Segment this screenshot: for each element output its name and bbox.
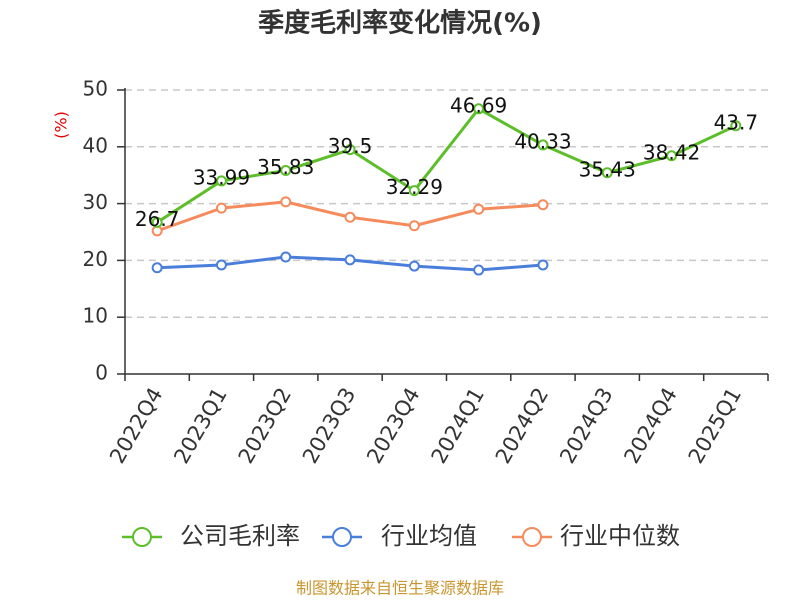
- series-1-point-2023q3: [344, 254, 356, 266]
- series-1-point-2022q4: [151, 262, 163, 274]
- series-0-point-2024q4: [666, 150, 678, 162]
- x-tick-label-2023q2: 2023Q2: [234, 384, 296, 468]
- series-1-point-2023q2: [280, 251, 292, 263]
- legend-circle-marker: [332, 527, 352, 547]
- data-label-2023q1: 33.99: [193, 165, 250, 189]
- x-tick-label-2024q4: 2024Q4: [619, 384, 681, 468]
- data-label-2024q1: 46.69: [450, 93, 507, 117]
- data-labels: 26.7 33.99 35.83 39.5 32.29 46.69 40.33 35.43 38…: [135, 93, 758, 231]
- series-2-point-2023q2: [280, 196, 292, 208]
- series-1-point-2023q1: [215, 259, 227, 271]
- y-tick-label-10: 10: [83, 304, 108, 328]
- data-label-2022q4: 26.7: [135, 207, 180, 231]
- series-2-point-2023q3: [344, 211, 356, 223]
- data-label-2023q3: 39.5: [328, 134, 373, 158]
- series-2: [151, 196, 549, 237]
- legend-item-industry-median[interactable]: 行业中位数: [512, 522, 680, 550]
- data-label-2024q3: 35.43: [579, 157, 636, 181]
- series-0-point-2022q4: [151, 216, 163, 228]
- x-tick-label-2023q1: 2023Q1: [169, 384, 231, 468]
- legend-label: 行业中位数: [560, 522, 680, 550]
- chart-title: 季度毛利率变化情况(%): [258, 8, 542, 39]
- x-tick-label-2023q3: 2023Q3: [298, 384, 360, 468]
- legend-label: 行业均值: [381, 522, 477, 550]
- legend-circle-marker: [522, 527, 542, 547]
- legend-item-company-gross-margin[interactable]: 公司毛利率: [122, 522, 300, 550]
- y-axis-label: (%): [52, 111, 71, 139]
- data-label-2025q1: 43.7: [714, 110, 759, 134]
- series-0-point-2023q4: [408, 185, 420, 197]
- data-label-2024q2: 40.33: [514, 129, 571, 153]
- series-2-point-2023q1: [215, 202, 227, 214]
- x-tick-label-2024q2: 2024Q2: [491, 384, 553, 468]
- series-0-point-2023q1: [215, 175, 227, 187]
- x-tick-label-2024q3: 2024Q3: [555, 384, 617, 468]
- x-tick-label-2023q4: 2023Q4: [362, 384, 424, 468]
- legend-label: 公司毛利率: [180, 522, 300, 550]
- legend-item-industry-average[interactable]: 行业均值: [322, 522, 477, 550]
- y-tick-label-50: 50: [83, 77, 108, 101]
- x-tick-label-2022q4: 2022Q4: [105, 384, 167, 468]
- legend-circle-marker: [132, 527, 152, 547]
- series-0-point-2025q1: [730, 120, 742, 132]
- plot-series: [151, 103, 742, 276]
- x-tick-label-2025q1: 2025Q1: [684, 384, 746, 468]
- series-0: [151, 103, 742, 228]
- x-axis: 2022Q4 2023Q1 2023Q2 2023Q3 2023Q4 2024Q1 2024…: [105, 373, 769, 468]
- y-tick-label-20: 20: [83, 247, 108, 271]
- series-1-point-2023q4: [408, 260, 420, 272]
- x-tick-label-2024q1: 2024Q1: [427, 384, 489, 468]
- series-0-point-2023q2: [280, 164, 292, 176]
- series-0-point-2024q3: [601, 167, 613, 179]
- series-0-line: [155, 107, 738, 224]
- series-0-point-2023q3: [344, 144, 356, 156]
- y-tick-label-0: 0: [95, 361, 108, 385]
- series-2-point-2023q4: [408, 220, 420, 232]
- y-axis: 0 10 20 30 40 50: [83, 77, 126, 385]
- series-0-point-2024q2: [537, 139, 549, 151]
- series-1: [151, 251, 549, 276]
- data-label-2023q2: 35.83: [257, 155, 314, 179]
- series-0-point-2024q1: [473, 103, 485, 115]
- y-tick-label-40: 40: [83, 133, 108, 157]
- series-1-point-2024q2: [537, 259, 549, 271]
- series-1-point-2024q1: [473, 264, 485, 276]
- series-2-point-2024q2: [537, 199, 549, 211]
- data-label-2024q4: 38.42: [643, 140, 700, 164]
- legend: 公司毛利率 行业均值 行业中位数: [122, 522, 680, 550]
- data-source-footer: 制图数据来自恒生聚源数据库: [296, 579, 504, 598]
- series-2-point-2024q1: [473, 203, 485, 215]
- y-tick-label-30: 30: [83, 190, 108, 214]
- data-label-2023q4: 32.29: [386, 175, 443, 199]
